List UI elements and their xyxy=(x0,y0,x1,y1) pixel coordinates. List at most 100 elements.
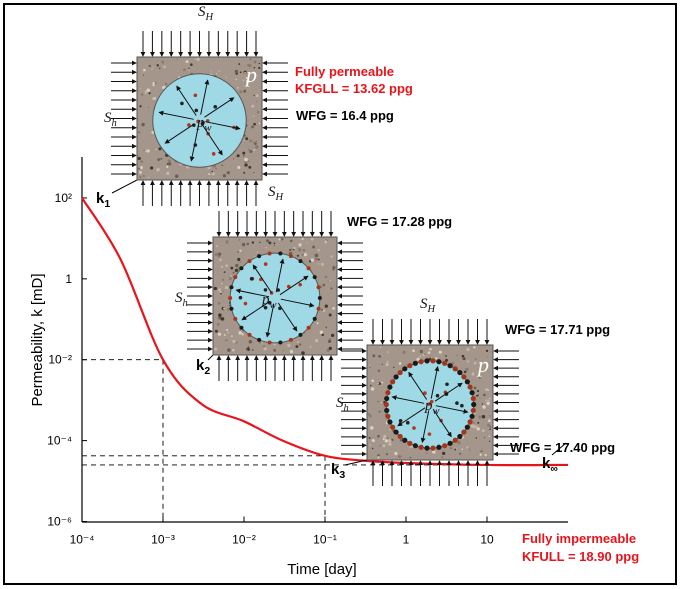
grain xyxy=(237,257,241,262)
grain xyxy=(451,362,455,365)
diagram-label: Sh xyxy=(175,290,188,309)
particle xyxy=(427,402,431,406)
annotation: WFG = 17.40 ppg xyxy=(510,440,615,455)
grain xyxy=(243,139,245,142)
diagram-label-sub: w xyxy=(205,123,212,134)
grain xyxy=(144,90,148,93)
grain xyxy=(466,446,469,449)
filter-cake xyxy=(393,429,399,435)
grain xyxy=(282,349,284,352)
grain xyxy=(208,173,211,176)
filter-cake xyxy=(229,306,234,311)
grain xyxy=(329,279,331,282)
grain xyxy=(473,346,476,349)
grain xyxy=(166,165,169,169)
grain xyxy=(312,245,315,249)
grain xyxy=(383,434,387,439)
grain xyxy=(239,90,243,94)
grain xyxy=(239,261,242,264)
point-label: k∞ xyxy=(542,455,558,475)
filter-cake xyxy=(452,366,458,372)
grain xyxy=(487,419,491,423)
grain xyxy=(412,349,415,353)
filter-cake xyxy=(239,325,244,330)
grain xyxy=(183,68,186,72)
filter-cake xyxy=(233,316,238,321)
grain xyxy=(328,313,332,317)
grain xyxy=(290,248,293,251)
grain xyxy=(156,64,159,67)
grain xyxy=(483,393,486,397)
pressure-arrow xyxy=(408,371,428,400)
grain xyxy=(388,439,392,443)
diagram-label-main: p xyxy=(244,62,257,87)
grain xyxy=(218,288,222,292)
grain xyxy=(151,97,155,101)
grain xyxy=(251,125,254,129)
annotation: WFG = 17.28 ppg xyxy=(347,214,452,229)
x-tick-label: 10⁻² xyxy=(232,533,256,547)
grain xyxy=(140,93,144,96)
grain xyxy=(386,351,389,354)
x-axis-label: Time [day] xyxy=(287,561,356,578)
filter-cake xyxy=(247,332,252,337)
filter-cake xyxy=(385,390,391,396)
pressure-arrow xyxy=(176,85,197,116)
diagram-label-main: p xyxy=(476,352,489,377)
grain xyxy=(324,275,328,279)
grain xyxy=(322,283,326,287)
filter-cake xyxy=(257,337,262,342)
grain xyxy=(425,452,428,455)
grain xyxy=(332,266,336,270)
grain xyxy=(459,452,462,455)
grain xyxy=(239,249,242,252)
grain xyxy=(310,258,315,262)
grain xyxy=(142,74,145,76)
filter-cake xyxy=(447,440,453,446)
grain xyxy=(487,423,490,427)
grain xyxy=(427,351,431,355)
grain xyxy=(252,141,255,144)
grain xyxy=(253,60,257,64)
grain xyxy=(457,440,461,445)
grain xyxy=(486,356,488,358)
grain xyxy=(142,174,145,178)
grain xyxy=(253,148,256,152)
filter-cake xyxy=(288,254,293,259)
grain xyxy=(253,122,256,126)
filter-cake xyxy=(464,424,470,430)
diagram-label-main: S xyxy=(175,290,183,306)
grain xyxy=(302,248,306,252)
particle xyxy=(238,295,243,300)
grain xyxy=(472,422,475,424)
grain xyxy=(227,331,229,334)
particle xyxy=(249,277,254,281)
diagram-label: Sh xyxy=(336,395,349,414)
grain xyxy=(450,447,452,450)
filter-cake xyxy=(384,395,390,402)
grain xyxy=(164,82,168,86)
y-tick-label: 1 xyxy=(65,272,72,286)
grain xyxy=(476,393,478,395)
grain xyxy=(463,357,466,360)
grain xyxy=(252,115,255,118)
grain xyxy=(141,122,145,127)
grain xyxy=(148,64,152,68)
point-label-sub: 1 xyxy=(104,198,110,210)
diagram-label-sub: w xyxy=(433,406,440,417)
pointer xyxy=(207,354,214,361)
grain xyxy=(246,242,250,246)
grain xyxy=(138,170,142,174)
grain xyxy=(166,171,170,176)
grain xyxy=(232,271,235,274)
diagram-label: SH xyxy=(268,184,285,203)
grain xyxy=(485,399,487,401)
grain xyxy=(151,68,153,70)
grain xyxy=(226,171,230,175)
grain xyxy=(329,338,331,340)
y-tick-label: 10⁻² xyxy=(48,353,72,367)
y-axis-label: Permeability, k [mD] xyxy=(29,273,46,406)
grain xyxy=(330,255,333,258)
grain xyxy=(301,253,305,256)
grain xyxy=(256,100,258,103)
